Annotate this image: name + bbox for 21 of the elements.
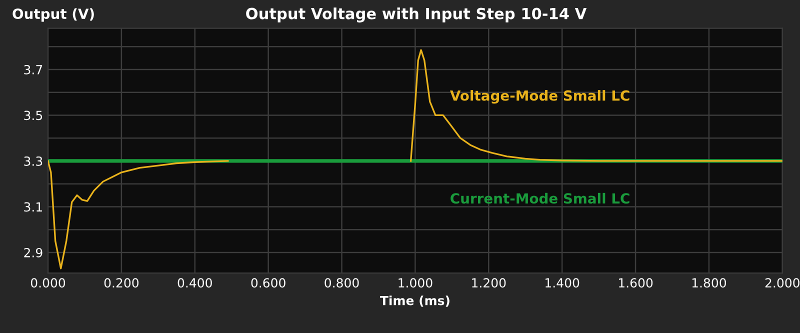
text: Current-Mode Small LC bbox=[450, 192, 630, 204]
y-tick-label: 2.9 bbox=[24, 248, 42, 258]
series-label: Voltage-Mode Small LC bbox=[450, 90, 630, 104]
x-tick-label: 0.600 bbox=[251, 278, 286, 288]
x-axis-title: Time (ms) bbox=[380, 296, 450, 307]
x-tick-label: 1.200 bbox=[472, 278, 506, 288]
x-tick-label: 0.400 bbox=[178, 278, 212, 288]
y-tick-label: 3.5 bbox=[24, 110, 42, 120]
x-tick-label: 0.800 bbox=[324, 278, 359, 288]
x-tick-label: 1.800 bbox=[692, 278, 726, 288]
y-axis-title: Output (V) bbox=[12, 8, 94, 22]
x-tick-label: 0.000 bbox=[30, 278, 66, 288]
y-tick-label: 3.7 bbox=[24, 64, 42, 74]
x-tick-label: 0.200 bbox=[104, 278, 139, 288]
x-tick-label: 1.600 bbox=[619, 278, 653, 288]
x-tick-label: 1.000 bbox=[398, 278, 432, 288]
y-tick-label: 3.3 bbox=[24, 156, 42, 166]
x-tick-label: 1.400 bbox=[546, 278, 580, 288]
x-tick-label: 2.000 bbox=[765, 278, 800, 288]
y-tick-label: 3.1 bbox=[24, 202, 42, 212]
chart-title: Output Voltage with Input Step 10-14 V bbox=[246, 8, 587, 22]
